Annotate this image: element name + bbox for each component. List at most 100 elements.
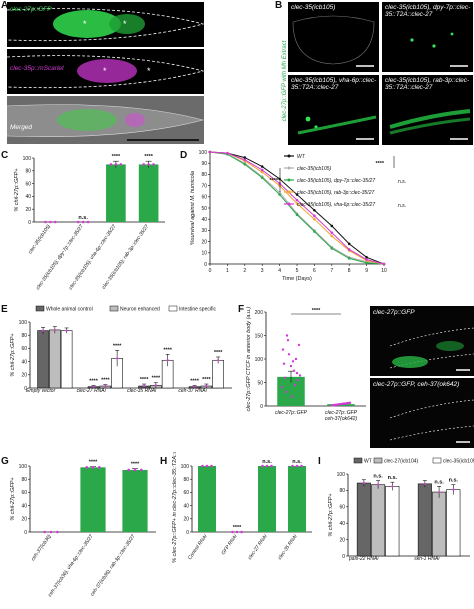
chart-c-ytick-label: 80: [25, 169, 31, 175]
chart-c-significance: ****: [112, 154, 121, 160]
chart-e-significance: ****: [140, 377, 149, 383]
panel-g-label: G: [1, 456, 9, 467]
chart-c-ytick-label: 100: [23, 156, 32, 162]
mscarlet-label: clec-35p::mScarlet: [10, 65, 64, 72]
chart-i-legend-label: clec-35(icb105): [443, 459, 474, 465]
chart-d-series-point: [347, 248, 351, 251]
chart-c-category-label: clec-35(icb105): [27, 223, 52, 255]
b-image-4: clec-35(icb105), rab-3p::clec-35::T2A::c…: [382, 75, 473, 145]
chart-f-point: [296, 378, 300, 382]
chart-g-point: [85, 466, 88, 469]
panel-e: E 0 20 40 60 80 100% chil-27p::GFP+ **** **** **…: [0, 300, 235, 450]
mscarlet-image: * * clec-35p::mScarlet: [7, 49, 204, 94]
chart-g-ytick-label: 0: [24, 530, 27, 536]
chart-d-series-point: [382, 262, 386, 266]
chart-h-point: [201, 464, 204, 468]
chart-d-legend-label: clec-35(icb105), vha-6p::clec-35/27: [297, 202, 375, 208]
chart-e-ytick-label: 80: [21, 333, 27, 339]
svg-text:*: *: [103, 66, 107, 76]
panel-c: C 0 20 40 60 80 100% chil-27p::GFP+ n.s. **** **…: [0, 146, 170, 296]
chart-f-point: [336, 403, 340, 406]
chart-e-significance: ****: [163, 347, 172, 353]
chart-f-point: [294, 357, 298, 361]
chart-e-point: [53, 328, 56, 332]
panel-d: D 0 10 20 30 40 50 60 70 80 90 100 %survival agains…: [180, 146, 474, 296]
chart-i-ytick-label: 100: [337, 472, 346, 478]
chart-f-category-label: clec-27p::GFP: [275, 410, 308, 416]
chart-h-category-label: GFP RNAi: [220, 533, 239, 556]
chart-d-annotation: n.s.: [398, 179, 406, 185]
chart-e-category-label: Empty vector: [26, 388, 56, 394]
chart-i-bar: [371, 484, 386, 557]
chart-h-significance: n.s.: [292, 459, 302, 465]
chart-c-point: [53, 220, 57, 224]
chart-e-point: [193, 385, 196, 388]
chart-c-significance: n.s.: [78, 215, 88, 221]
chart-f-point: [285, 334, 289, 337]
chart-g-bar: [122, 469, 148, 532]
chart-d-legend-marker: [287, 178, 291, 182]
panel-c-label: C: [1, 150, 9, 161]
chart-d-series-point: [313, 208, 316, 212]
chart-f-point: [283, 376, 287, 379]
chart-e-legend-swatch: [168, 305, 178, 312]
chart-g-ytick-label: 20: [21, 517, 27, 523]
chart-d-xtick-label: 9: [365, 268, 368, 274]
chart-h-ytick-label: 40: [183, 503, 189, 509]
chart-d-legend-marker: [287, 202, 291, 206]
chart-c-ytick-label: 60: [25, 181, 31, 187]
chart-d-series-point: [365, 261, 368, 265]
chart-i-point: [423, 482, 426, 485]
chart-d-ytick-label: 10: [201, 251, 207, 257]
chart-d-ylabel: %survival against M. humicola: [190, 171, 196, 245]
chart-d-series-point: [226, 151, 229, 155]
chart-h-significance: ****: [233, 525, 242, 531]
chart-c-point: [152, 163, 155, 166]
chart-f-point: [281, 348, 285, 351]
chart-d-ytick-label: 0: [204, 262, 207, 268]
chart-f-point: [344, 402, 348, 405]
chart-f-point: [330, 404, 334, 407]
gfp-image: * * clec-27p::GFP: [7, 2, 204, 47]
chart-h-point: [240, 530, 243, 534]
chart-d-xtick-label: 10: [381, 268, 387, 274]
chart-i-bar: [417, 483, 432, 557]
chart-e-bar: [60, 330, 73, 389]
chart-e-point: [142, 384, 146, 388]
panel-a: A * * clec-27p::GFP * * clec-35p::mScarl…: [0, 0, 205, 146]
chart-d-series-point: [365, 255, 368, 259]
chart-h-bar: [258, 466, 276, 532]
chart-f-point: [332, 403, 336, 407]
chart-d-legend-label: clec-35(icb105): [297, 166, 332, 172]
chart-d-ytick-label: 80: [201, 172, 207, 178]
panel-f-label: F: [238, 304, 245, 315]
chart-e-ytick-label: 0: [24, 386, 27, 392]
chart-e-significance: ****: [89, 378, 98, 384]
chart-h-bar: [288, 466, 306, 532]
chart-d-series-point: [260, 170, 264, 174]
chart-d-ytick-label: 60: [201, 195, 207, 201]
chart-i-significance: n.s.: [434, 479, 444, 485]
panel-b-label: B: [275, 0, 283, 11]
panel-i: I 0 20 40 60 80 100% chil-27p::GFP+ n.s. n.s. n.…: [318, 452, 474, 604]
chart-i-legend-swatch: [373, 457, 383, 464]
panel-h-label: H: [160, 456, 168, 467]
chart-h-point: [235, 530, 239, 534]
chart-d-ytick-label: 20: [201, 239, 207, 245]
chart-d-legend-marker: [287, 190, 291, 194]
chart-g-point: [91, 466, 95, 469]
chart-i-point: [362, 481, 365, 485]
chart-i-point: [377, 483, 380, 486]
chart-d-series-point: [243, 156, 247, 159]
chart-f-point: [282, 362, 286, 365]
chart-g-point: [140, 468, 143, 472]
chart-e-ytick-label: 40: [21, 359, 27, 365]
panel-h: H 0 20 40 60 80 100% clec-27p::GFP+ in clec-2…: [160, 434, 315, 604]
chart-f-point: [284, 390, 288, 394]
chart-i-bar: [446, 489, 461, 557]
chart-d-legend-label: clec-35(icb105), dpy-7p::clec-35/27: [297, 178, 375, 184]
chart-h-ytick-label: 0: [186, 530, 189, 536]
chart-c-point: [49, 220, 52, 224]
chart-e-bar: [37, 330, 49, 389]
chart-i-category-label: pals-22 RNAi: [348, 556, 379, 562]
